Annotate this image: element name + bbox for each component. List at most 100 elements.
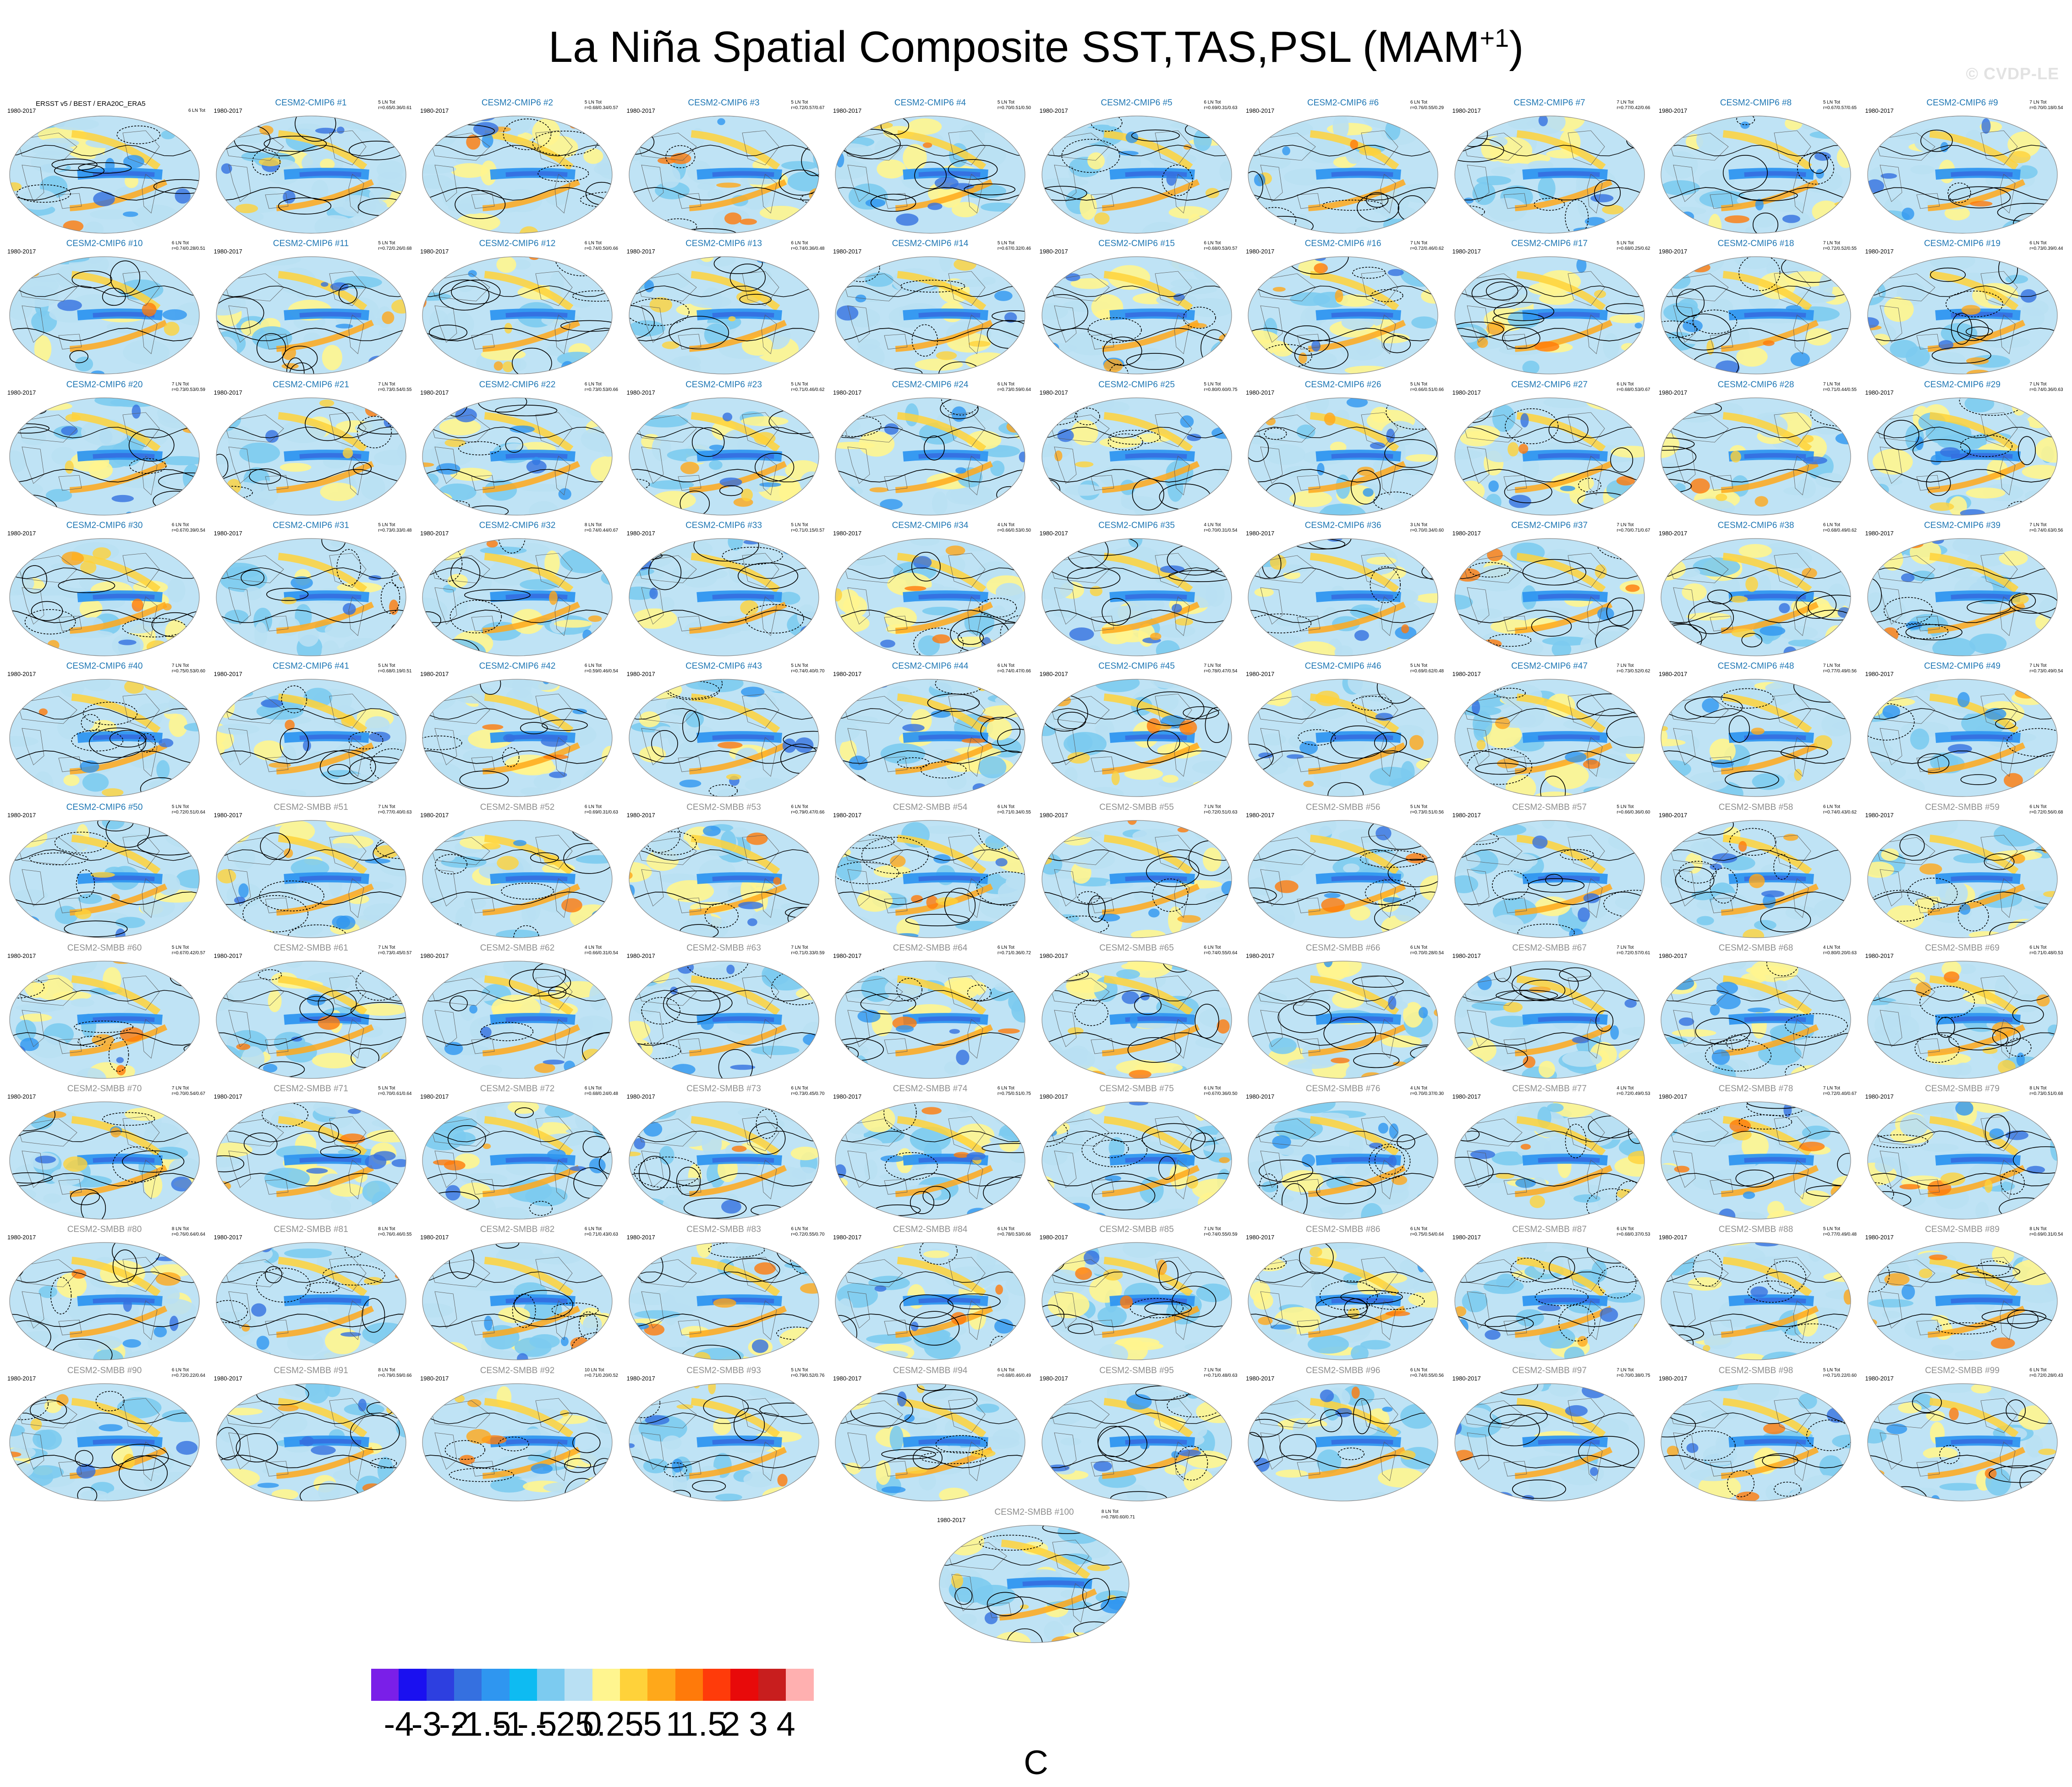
panel-period: 1980-2017 [833,952,862,959]
panel-stats-line: r=0.77/0.42/0.66 [1617,105,1650,110]
panel-stats: 8 LN Tot r=0.73/0.51/0.68 [2029,1086,2063,1097]
panel-stats-line: 6 LN Tot [1617,1226,1634,1232]
composite-map [1867,115,2058,234]
panel-stats-line: r=0.73/0.45/0.70 [791,1091,825,1097]
panel-stats-line: r=0.68/0.46/0.49 [997,1373,1031,1378]
composite-map [422,538,613,656]
panel-stats-line: 6 LN Tot [791,1226,808,1232]
composite-map [422,679,613,797]
panel-stats-line: r=0.71/0.48/0.53 [2029,950,2063,956]
map-panel: 1980-2017 CESM2-CMIP6 #16 7 LN Tot r=0.72/0… [1239,237,1447,378]
map-panel: 1980-2017 CESM2-SMBB #62 4 LN Tot r=0.66/0.… [414,941,621,1083]
composite-map [1661,961,1851,1079]
map-fill-layer [629,679,819,797]
panel-stats: 7 LN Tot r=0.74/0.63/0.56 [2029,522,2063,533]
map-panel: 1980-2017 CESM2-SMBB #57 5 LN Tot r=0.66/0.… [1446,801,1653,942]
map-fill-layer [835,397,1025,515]
panel-stats: 6 LN Tot r=0.78/0.53/0.66 [998,1226,1031,1237]
panel-stats-line: r=0.69/0.31/0.54 [2029,1232,2063,1237]
map-fill-layer [1454,538,1644,656]
panel-title: CESM2-SMBB #100 [994,1507,1074,1517]
panel-stats: 5 LN Tot r=0.68/0.19/0.51 [378,663,411,674]
panel-stats-line: 6 LN Tot [1204,945,1221,950]
panel-stats: 6 LN Tot r=0.74/0.55/0.64 [1204,945,1237,956]
composite-map [215,1383,406,1501]
panel-stats: 5 LN Tot r=0.72/0.26/0.68 [378,241,411,252]
map-fill-layer [1248,257,1438,374]
map-fill-layer [1454,116,1644,233]
panel-period: 1980-2017 [7,1093,36,1100]
composite-map [1041,538,1232,656]
panel-stats: 5 LN Tot r=0.72/0.57/0.67 [791,100,824,111]
panel-stats-line: 5 LN Tot [1823,100,1840,105]
map-fill-layer [422,1102,612,1220]
colorbar-box [426,1669,455,1701]
panel-period: 1980-2017 [1452,389,1481,396]
panel-period: 1980-2017 [1452,529,1481,537]
panel-period: 1980-2017 [7,248,36,255]
panel-title: CESM2-SMBB #65 [1099,943,1174,953]
map-fill-layer [216,1102,406,1220]
panel-stats: 5 LN Tot r=0.77/0.49/0.48 [1823,1226,1857,1237]
panel-period: 1980-2017 [420,1375,449,1382]
panel-period: 1980-2017 [7,107,36,114]
panel-stats-line: 7 LN Tot [2029,522,2047,528]
map-panel: 1980-2017 CESM2-CMIP6 #7 7 LN Tot r=0.77/0.… [1446,96,1653,237]
composite-map [1041,1383,1232,1501]
map-panel: 1980-2017 CESM2-CMIP6 #42 6 LN Tot r=0.59/0… [414,660,621,801]
panel-stats-line: r=0.79/0.52/0.76 [791,1373,825,1378]
panel-stats-line: r=0.70/0.31/0.54 [1204,528,1238,533]
panel-stats-line: r=0.74/0.36/0.63 [2029,387,2063,392]
colorbar-box [537,1669,565,1701]
map-fill-layer [629,397,819,515]
panel-title: CESM2-SMBB #81 [274,1225,348,1235]
panel-stats-line: 7 LN Tot [1204,663,1221,669]
panel-stats: 7 LN Tot r=0.72/0.46/0.62 [1410,241,1444,252]
map-fill-layer [1041,679,1232,797]
map-panel: 1980-2017 ERSST v5 / BEST / ERA20C_ERA5 6 … [1,96,208,237]
map-panel: 1980-2017 CESM2-CMIP6 #37 7 LN Tot r=0.70/0… [1446,519,1653,660]
map-panel: 1980-2017 CESM2-SMBB #60 5 LN Tot r=0.67/0.… [1,941,208,1083]
colorbar-tick-label: -1 [494,1705,525,1743]
map-fill-layer [1867,397,2057,515]
panel-title: CESM2-SMBB #68 [1718,943,1793,953]
panel-stats: 7 LN Tot r=0.73/0.45/0.57 [378,945,411,956]
panel-stats: 8 LN Tot r=0.79/0.59/0.66 [378,1368,411,1379]
map-panel: 1980-2017 CESM2-CMIP6 #19 6 LN Tot r=0.73/0… [1859,237,2066,378]
map-panel: 1980-2017 CESM2-CMIP6 #4 5 LN Tot r=0.70/0.… [827,96,1034,237]
colorbar-tick-label: -.25 [535,1705,594,1743]
panel-stats: 6 LN Tot r=0.71/0.34/0.55 [998,804,1031,815]
composite-map [1661,256,1851,374]
map-fill-layer [1248,679,1438,797]
panel-title: CESM2-CMIP6 #8 [1720,98,1792,108]
map-panel: 1980-2017 CESM2-CMIP6 #18 7 LN Tot r=0.72/0… [1652,237,1859,378]
panel-title: CESM2-CMIP6 #17 [1511,239,1588,249]
panel-stats-line: r=0.78/0.47/0.54 [1204,669,1238,674]
panel-title: CESM2-SMBB #96 [1305,1365,1381,1375]
composite-map [215,256,406,374]
panel-period: 1980-2017 [420,1093,449,1100]
composite-map [1454,538,1645,656]
panel-stats-line: 6 LN Tot [2029,804,2047,809]
composite-map [215,819,406,938]
panel-title: CESM2-CMIP6 #27 [1511,379,1588,390]
map-panel: 1980-2017 CESM2-CMIP6 #33 5 LN Tot r=0.71/0… [620,519,828,660]
map-fill-layer [422,679,612,797]
panel-stats-line: r=0.68/0.34/0.57 [584,105,618,110]
panel-stats-line: 6 LN Tot [171,1367,189,1373]
panel-period: 1980-2017 [1452,671,1481,678]
map-fill-layer [10,961,199,1078]
composite-map [422,115,613,234]
map-panel: 1980-2017 CESM2-SMBB #51 7 LN Tot r=0.77/0.… [208,801,415,942]
panel-period: 1980-2017 [937,1517,966,1523]
colorbar-box [758,1669,786,1701]
panel-stats-line: 8 LN Tot [378,1226,395,1232]
panel-title: CESM2-SMBB #55 [1099,802,1174,812]
panel-stats-line: r=0.71/0.22/0.60 [1823,1373,1857,1378]
map-fill-layer [1661,679,1851,797]
panel-stats: 5 LN Tot r=0.68/0.25/0.62 [1617,241,1650,252]
panel-stats-line: r=0.74/0.40/0.70 [791,669,825,674]
colorbar-tick-label: -1.5 [452,1705,511,1743]
panel-period: 1980-2017 [626,389,655,396]
map-fill-layer [1454,397,1644,515]
